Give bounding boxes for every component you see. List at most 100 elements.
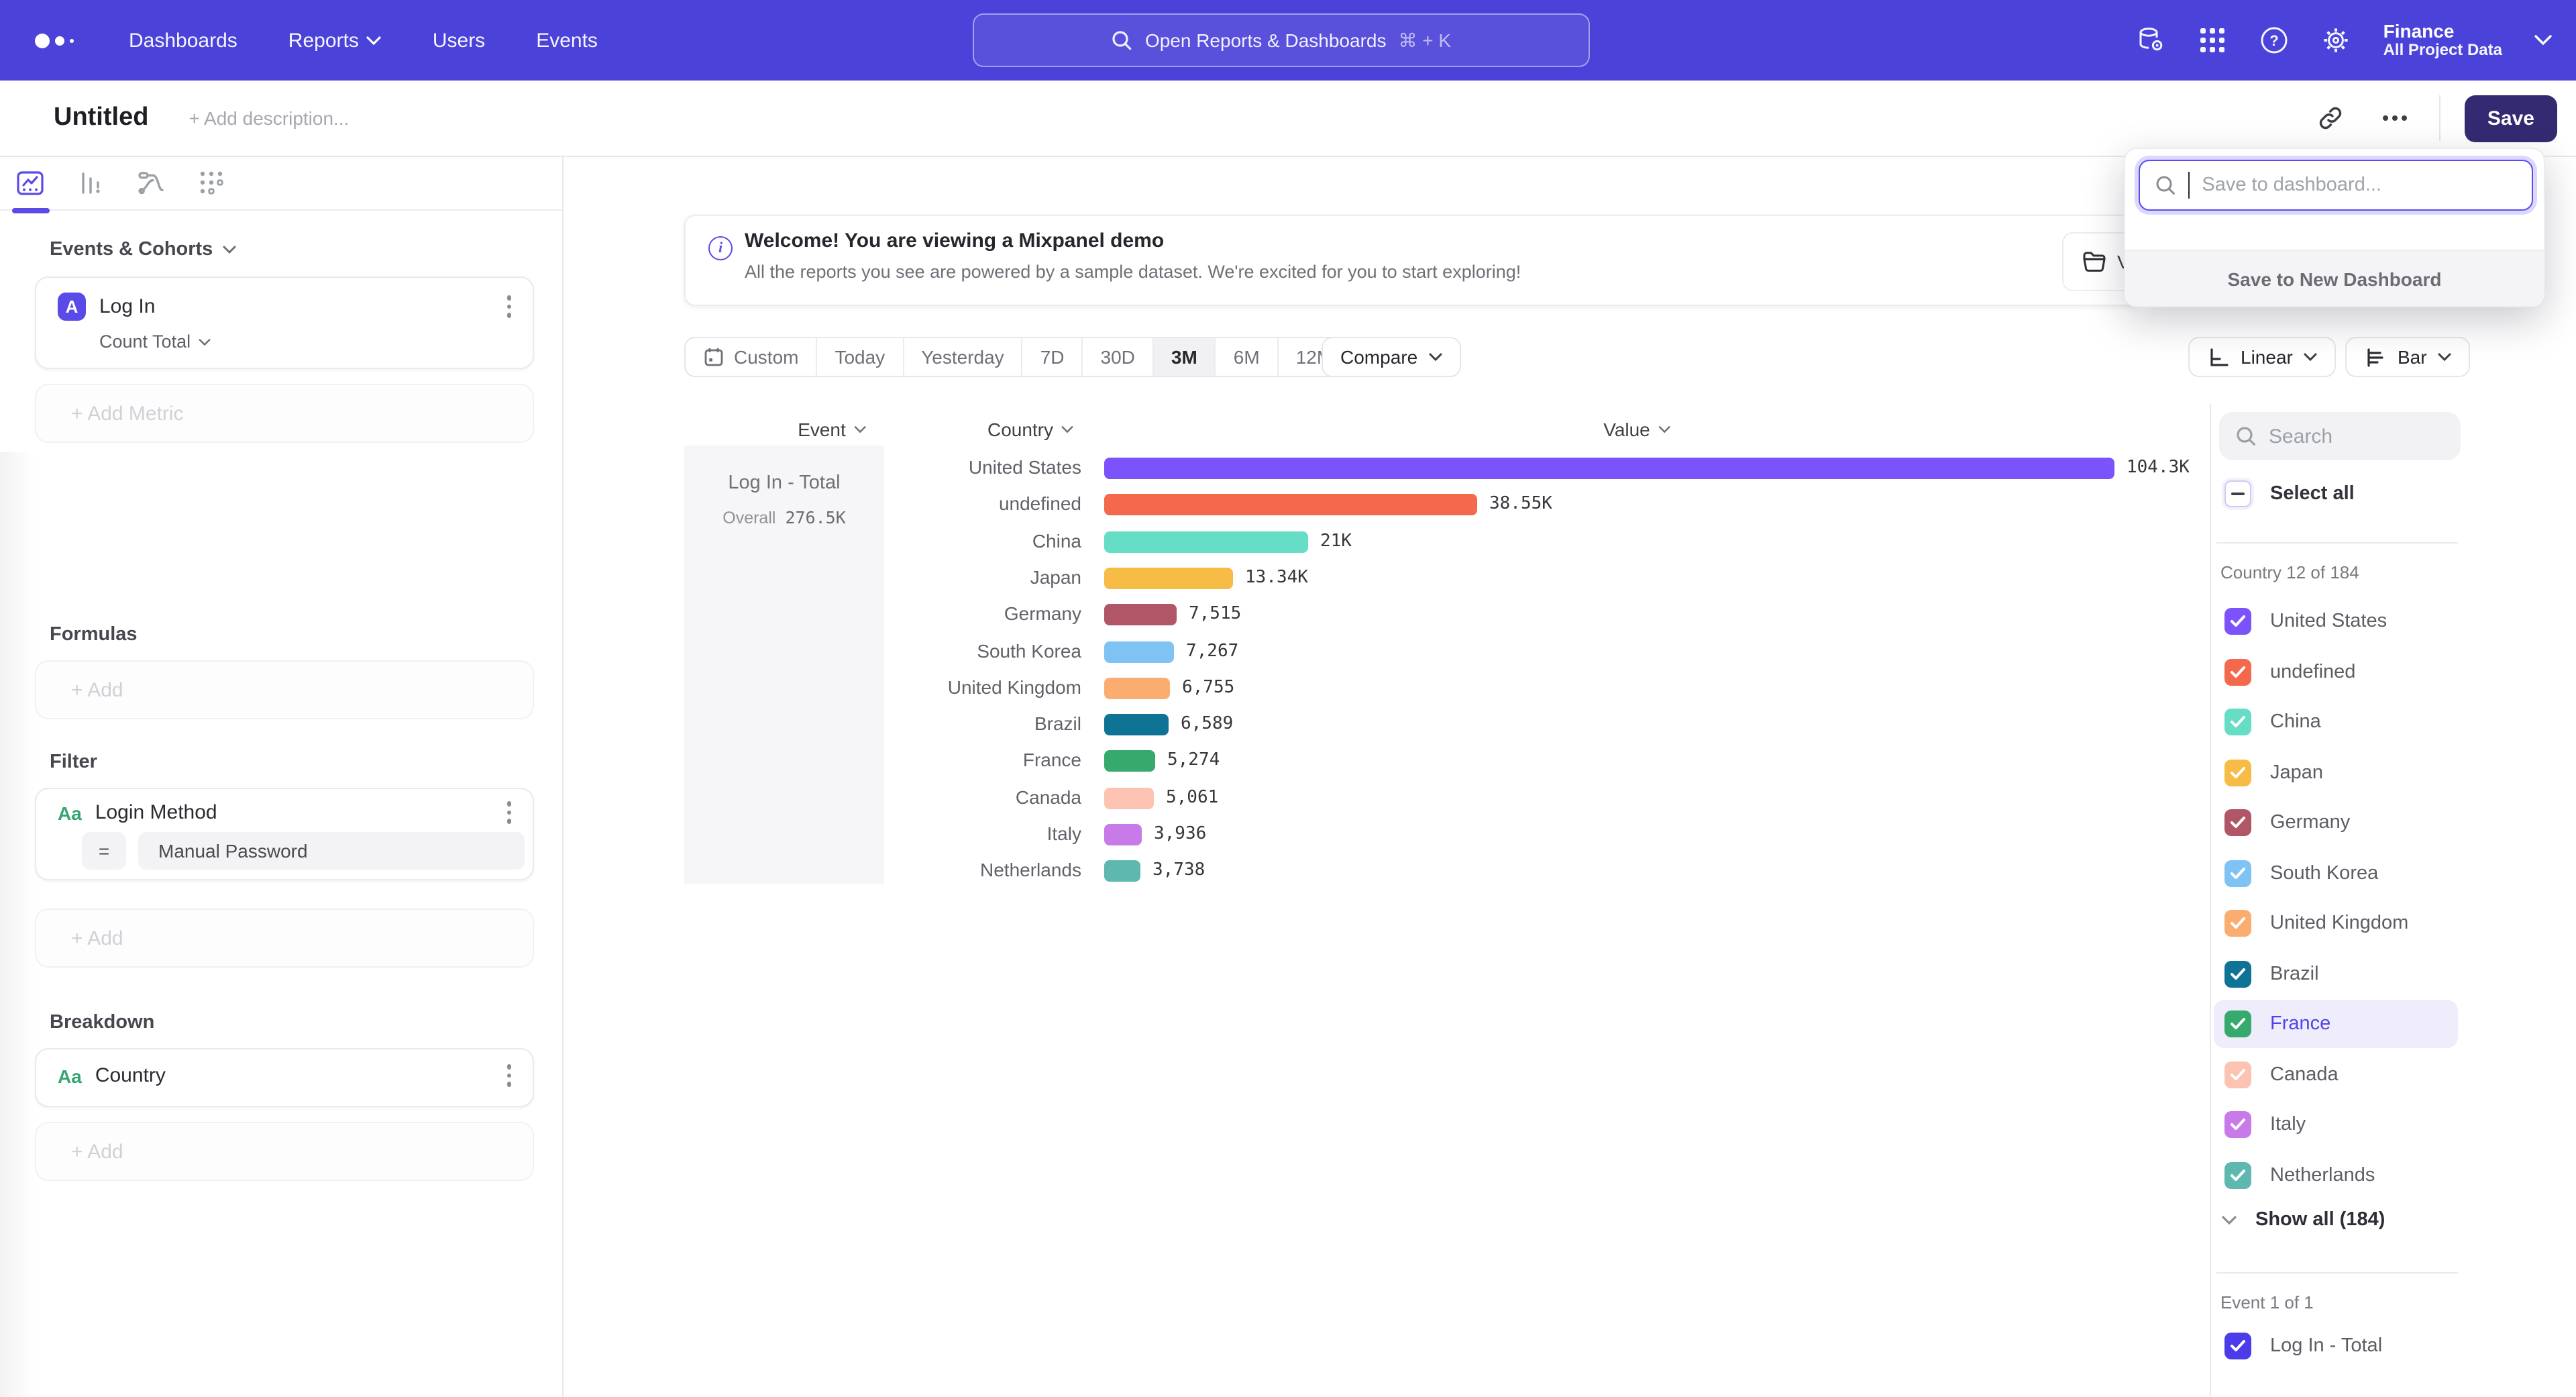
country-checkbox[interactable]	[2224, 809, 2251, 836]
nav-events[interactable]: Events	[536, 29, 598, 52]
bar-undefined[interactable]	[1104, 494, 1477, 516]
add-formula-button[interactable]: + Add	[35, 660, 534, 719]
filter-property-name[interactable]: Login Method	[95, 801, 217, 824]
select-all-row[interactable]: Select all	[2214, 470, 2365, 518]
metric-name[interactable]: Log In	[99, 295, 156, 318]
bar-germany[interactable]	[1104, 604, 1177, 626]
country-row-canada[interactable]: Canada	[2214, 1050, 2349, 1098]
data-management-icon[interactable]	[2137, 25, 2166, 55]
range-today[interactable]: Today	[817, 338, 904, 376]
breakdown-property-name[interactable]: Country	[95, 1064, 166, 1087]
bar-canada[interactable]	[1104, 787, 1154, 809]
country-checkbox[interactable]	[2224, 860, 2251, 886]
bar-japan[interactable]	[1104, 567, 1233, 589]
range-30d[interactable]: 30D	[1083, 338, 1154, 376]
country-row-united-kingdom[interactable]: United Kingdom	[2214, 899, 2419, 947]
series-search-input[interactable]: Search	[2219, 412, 2461, 460]
add-description[interactable]: + Add description...	[189, 107, 350, 129]
scale-dropdown[interactable]: Linear	[2188, 337, 2336, 377]
tab-retention[interactable]	[181, 156, 241, 210]
nav-dashboards[interactable]: Dashboards	[129, 29, 237, 52]
metric-card-log-in[interactable]: A Log In Count Total	[35, 276, 534, 369]
nav-reports[interactable]: Reports	[288, 29, 382, 52]
breakdown-card-country[interactable]: Aa Country	[35, 1048, 534, 1107]
country-row-china[interactable]: China	[2214, 698, 2332, 746]
country-checkbox[interactable]	[2224, 910, 2251, 937]
country-checkbox[interactable]	[2224, 1011, 2251, 1037]
country-checkbox[interactable]	[2224, 658, 2251, 685]
bar-united-kingdom[interactable]	[1104, 677, 1170, 699]
filter-card-login-method[interactable]: Aa Login Method = Manual Password	[35, 788, 534, 880]
country-row-south-korea[interactable]: South Korea	[2214, 849, 2389, 897]
column-header-event[interactable]: Event	[798, 419, 866, 440]
country-checkbox[interactable]	[2224, 608, 2251, 635]
filter-menu-icon[interactable]	[506, 801, 511, 824]
country-group-label: Country 12 of 184	[2220, 562, 2359, 582]
copy-link-button[interactable]	[2310, 98, 2351, 138]
project-switcher[interactable]: Finance All Project Data	[2383, 20, 2502, 60]
range-custom[interactable]: Custom	[686, 338, 818, 376]
save-button[interactable]: Save	[2464, 95, 2557, 142]
range-3m[interactable]: 3M	[1153, 338, 1216, 376]
country-row-france[interactable]: France	[2214, 1000, 2458, 1048]
column-header-country[interactable]: Country	[987, 419, 1073, 440]
section-events-cohorts[interactable]: Events & Cohorts	[50, 239, 235, 260]
save-to-dashboard-input[interactable]: Save to dashboard...	[2139, 160, 2533, 211]
bar-south-korea[interactable]	[1104, 641, 1174, 662]
compare-button[interactable]: Compare	[1322, 337, 1461, 377]
bar-france[interactable]	[1104, 750, 1155, 772]
metric-menu-icon[interactable]	[506, 295, 511, 318]
country-checkbox[interactable]	[2224, 1161, 2251, 1188]
country-checkbox[interactable]	[2224, 1061, 2251, 1088]
tab-funnels[interactable]	[60, 156, 121, 210]
property-type-badge: Aa	[58, 1065, 82, 1086]
country-checkbox[interactable]	[2224, 1111, 2251, 1138]
global-search-input[interactable]: Open Reports & Dashboards ⌘ + K	[973, 13, 1590, 67]
country-row-united-states[interactable]: United States	[2214, 597, 2398, 645]
bar-china[interactable]	[1104, 531, 1308, 553]
check-icon	[2231, 817, 2245, 828]
nav-users[interactable]: Users	[432, 29, 486, 52]
country-row-germany[interactable]: Germany	[2214, 798, 2361, 847]
report-title[interactable]: Untitled	[54, 103, 149, 132]
save-to-new-dashboard-button[interactable]: Save to New Dashboard	[2125, 250, 2544, 306]
help-icon[interactable]: ?	[2260, 25, 2290, 55]
country-row-japan[interactable]: Japan	[2214, 748, 2334, 796]
country-checkbox[interactable]	[2224, 960, 2251, 987]
country-row-undefined[interactable]: undefined	[2214, 648, 2366, 696]
range-7d[interactable]: 7D	[1023, 338, 1083, 376]
breakdown-menu-icon[interactable]	[506, 1064, 511, 1087]
country-row-brazil[interactable]: Brazil	[2214, 949, 2330, 998]
range-yesterday[interactable]: Yesterday	[904, 338, 1023, 376]
select-all-checkbox[interactable]	[2224, 480, 2251, 507]
bar-italy[interactable]	[1104, 824, 1142, 845]
chart-type-dropdown[interactable]: Bar	[2345, 337, 2470, 377]
tab-insights[interactable]	[0, 156, 60, 213]
settings-gear-icon[interactable]	[2322, 25, 2351, 55]
country-checkbox[interactable]	[2224, 759, 2251, 786]
mixpanel-logo-icon[interactable]	[35, 33, 91, 48]
apps-grid-icon[interactable]	[2198, 25, 2228, 55]
add-filter-button[interactable]: + Add	[35, 909, 534, 968]
bar-netherlands[interactable]	[1104, 860, 1140, 882]
tab-flows[interactable]	[121, 156, 181, 210]
show-all-button[interactable]: Show all (184)	[2222, 1209, 2385, 1231]
bar-united-states[interactable]	[1104, 458, 2114, 479]
filter-value[interactable]: Manual Password	[138, 832, 525, 870]
range-6m[interactable]: 6M	[1216, 338, 1279, 376]
more-options-button[interactable]	[2375, 98, 2415, 138]
country-row-italy[interactable]: Italy	[2214, 1100, 2316, 1149]
add-breakdown-button[interactable]: + Add	[35, 1122, 534, 1181]
bar-brazil[interactable]	[1104, 714, 1169, 736]
filter-operator[interactable]: =	[82, 832, 126, 870]
country-row-netherlands[interactable]: Netherlands	[2214, 1151, 2385, 1199]
metric-letter-badge: A	[58, 293, 86, 321]
aggregation-dropdown[interactable]: Count Total	[99, 331, 533, 352]
column-header-value[interactable]: Value	[1603, 419, 1670, 440]
event-checkbox-row[interactable]: Log In - Total	[2214, 1322, 2393, 1370]
event-checkbox[interactable]	[2224, 1333, 2251, 1359]
country-checkbox[interactable]	[2224, 709, 2251, 735]
add-metric-button[interactable]: + Add Metric	[35, 384, 534, 443]
bar-value-label: 104.3K	[2127, 458, 2190, 478]
bar-value-label: 5,061	[1166, 787, 1219, 808]
